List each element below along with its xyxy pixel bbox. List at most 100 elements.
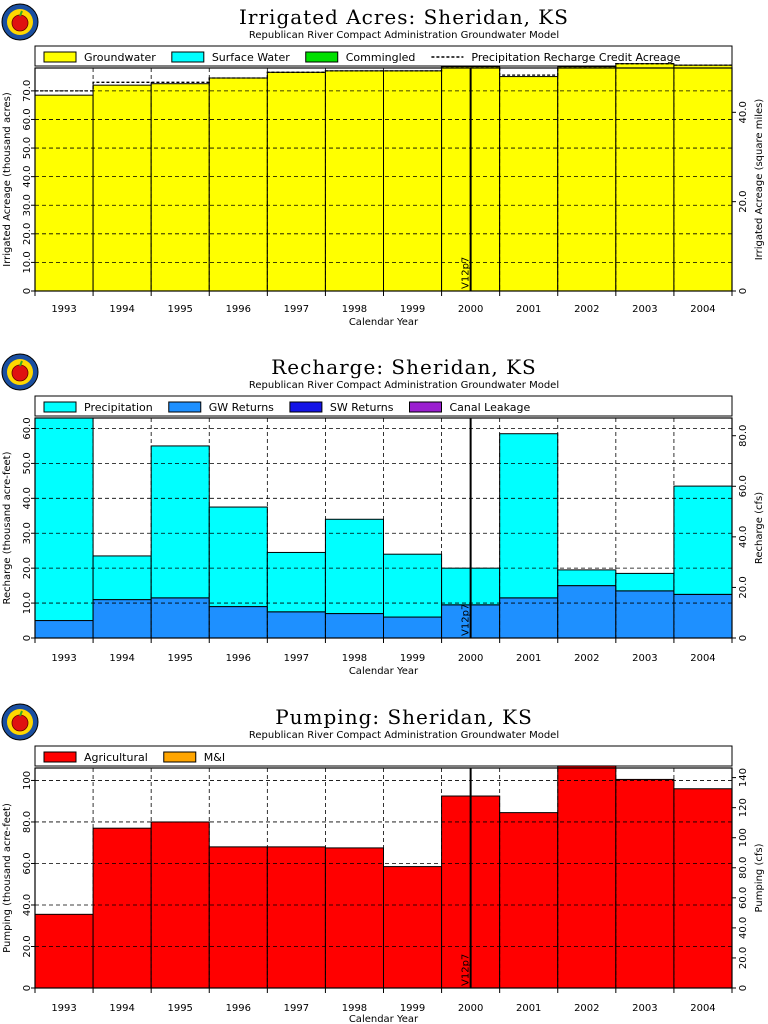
y-axis-left: 0 10.0 20.0 30.0 40.0 50.0 60.0 Recharge (thous…: [2, 417, 35, 641]
y-tick-label: 20.0: [22, 223, 33, 245]
x-axis-title: Calendar Year: [349, 317, 419, 328]
y-right-tick-label: 20.0: [738, 191, 749, 213]
chart-subtitle: Republican River Compact Administration …: [249, 730, 559, 741]
bar-groundwater-1998: [324, 70, 384, 292]
y-right-tick-label: 40.0: [738, 101, 749, 123]
bar-gw-returns-2002: [557, 585, 617, 639]
legend-swatch: [168, 401, 202, 413]
bar-gw-returns-2003: [615, 590, 675, 639]
y-right-tick-label: 140: [738, 768, 749, 787]
x-tick-label: 2001: [516, 653, 541, 664]
y-axis-title: Pumping (thousand acre-feet): [2, 803, 13, 953]
chart-subtitle: Republican River Compact Administration …: [249, 380, 559, 391]
y-tick-label: 30.0: [22, 194, 33, 216]
legend-swatch: [43, 401, 77, 413]
x-tick-label: 2002: [574, 304, 599, 315]
y-right-tick-label: 20.0: [738, 947, 749, 969]
y-right-tick-label: 20.0: [738, 576, 749, 598]
bar-agricultural-1996: [208, 846, 268, 989]
bar-agricultural-2003: [615, 778, 675, 989]
legend-box: [34, 395, 733, 417]
y-right-tick-label: 40.0: [738, 526, 749, 548]
legend: Precipitation GW Returns SW Returns Canal L…: [34, 395, 733, 417]
y-right-axis-title: Pumping (cfs): [754, 843, 765, 912]
legend-swatch: [163, 751, 197, 763]
y-tick-label: 70.0: [22, 80, 33, 102]
x-tick-label: 1997: [284, 304, 309, 315]
bar-precipitation-2004: [673, 485, 733, 595]
y-tick-label: 0: [22, 985, 33, 991]
y-right-tick-label: 40.0: [738, 917, 749, 939]
version-marker-label: V12p7: [461, 257, 472, 289]
legend-label: Commingled: [346, 51, 416, 64]
bar-groundwater-1994: [92, 84, 152, 292]
y-right-tick-label: 60.0: [738, 887, 749, 909]
y-right-tick-label: 80.0: [738, 425, 749, 447]
bar-precipitation-1998: [324, 518, 384, 615]
x-tick-label: 2002: [574, 653, 599, 664]
y-right-tick-label: 0: [738, 635, 749, 641]
apple-seal-icon: [1, 3, 39, 41]
apple-seal-icon: [1, 353, 39, 391]
plot-area: V12p7: [34, 63, 733, 292]
legend-label: M&I: [204, 751, 225, 764]
y-axis-left: 0 20.0 40.0 60.0 80.0 100 Pumping (thousand ac…: [2, 771, 35, 991]
grid: [35, 68, 732, 291]
x-tick-label: 1996: [226, 304, 251, 315]
x-tick-label: 2001: [516, 1003, 541, 1014]
legend-label: Precipitation: [84, 401, 153, 414]
precipitation-credit-line: [35, 63, 732, 92]
bar-groundwater-2001: [499, 76, 559, 292]
y-tick-label: 50.0: [22, 452, 33, 474]
bar-agricultural-2002: [557, 765, 617, 989]
chart-title: Recharge: Sheridan, KS: [271, 355, 537, 379]
legend-label: Agricultural: [84, 751, 148, 764]
y-right-tick-label: 80.0: [738, 857, 749, 879]
bar-precipitation-2001: [499, 433, 559, 599]
y-tick-label: 10.0: [22, 251, 33, 273]
legend-swatch: [289, 401, 323, 413]
bar-agricultural-1993: [34, 913, 94, 989]
bar-groundwater-1995: [150, 83, 210, 292]
x-tick-label: 1994: [109, 304, 134, 315]
y-tick-label: 30.0: [22, 522, 33, 544]
chart-title: Pumping: Sheridan, KS: [275, 705, 533, 729]
x-axis-title: Calendar Year: [349, 666, 419, 677]
bar-gw-returns-1999: [383, 616, 443, 639]
x-tick-label: 2003: [632, 1003, 657, 1014]
x-tick-label: 1995: [167, 653, 192, 664]
x-axis-title: Calendar Year: [349, 1014, 419, 1024]
bar-groundwater-1999: [383, 70, 443, 292]
y-tick-label: 80.0: [22, 811, 33, 833]
bar-precipitation-2002: [557, 569, 617, 587]
y-axis-title: Recharge (thousand acre-feet): [2, 451, 13, 604]
bar-precipitation-1997: [266, 551, 326, 613]
x-tick-label: 1999: [400, 653, 425, 664]
y-tick-label: 0: [22, 635, 33, 641]
x-tick-label: 1997: [284, 653, 309, 664]
y-tick-label: 60.0: [22, 852, 33, 874]
legend-swatch: [43, 51, 77, 63]
y-axis-title: Irrigated Acreage (thousand acres): [2, 92, 13, 267]
x-tick-label: 1996: [226, 1003, 251, 1014]
legend-swatch: [43, 751, 77, 763]
bar-precipitation-1996: [208, 506, 268, 608]
bar-agricultural-1998: [324, 847, 384, 989]
bar-groundwater-1996: [208, 77, 268, 292]
bar-precipitation-1993: [34, 417, 94, 622]
plot-area: V12p7: [34, 417, 733, 639]
x-tick-label: 2004: [690, 1003, 715, 1014]
y-axis-right: 0 20.0 40.0 Irrigated Acreage (square miles…: [732, 99, 765, 294]
x-tick-label: 1997: [284, 1003, 309, 1014]
x-tick-label: 1993: [51, 1003, 76, 1014]
plot-area: V12p7: [34, 765, 733, 989]
x-tick-label: 2000: [458, 1003, 483, 1014]
y-tick-label: 50.0: [22, 137, 33, 159]
legend-box: [34, 745, 733, 767]
x-tick-label: 2000: [458, 653, 483, 664]
x-tick-label: 1996: [226, 653, 251, 664]
x-tick-label: 1994: [109, 1003, 134, 1014]
bar-agricultural-1994: [92, 827, 152, 989]
bar-series: [34, 417, 733, 639]
x-tick-label: 2003: [632, 653, 657, 664]
